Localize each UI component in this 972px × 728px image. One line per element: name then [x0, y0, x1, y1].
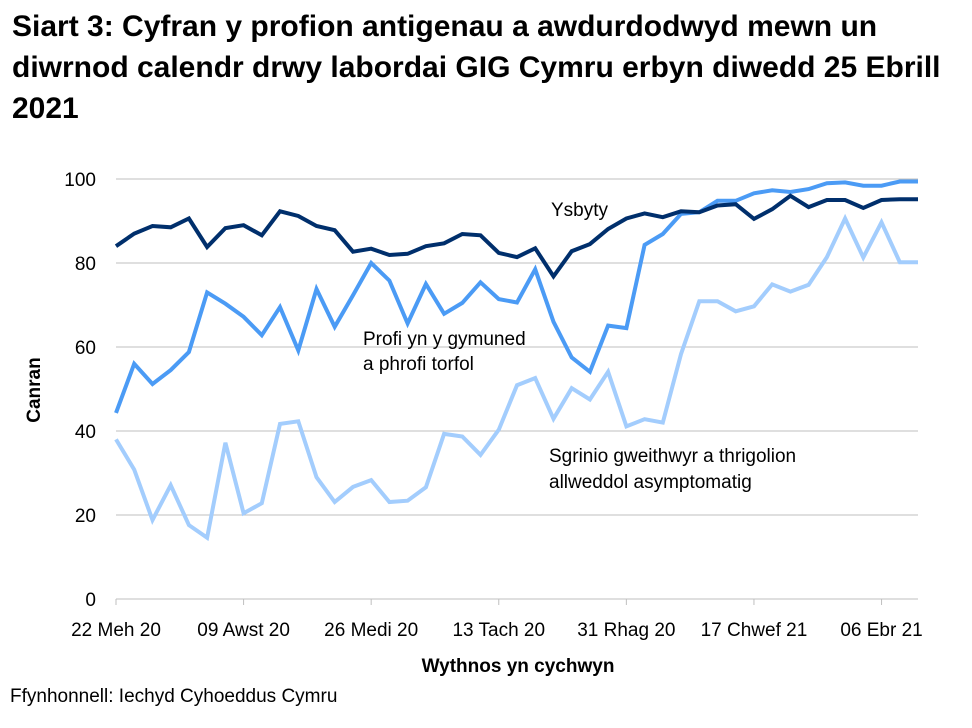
chart-title: Siart 3: Cyfran y profion antigenau a aw… [12, 10, 941, 125]
y-tick-label: 100 [64, 170, 96, 191]
x-tick-label: 09 Awst 20 [197, 620, 290, 641]
y-tick-label: 80 [75, 254, 96, 275]
label-ysbyty: Ysbyty [551, 200, 609, 221]
y-tick-label: 20 [75, 506, 96, 527]
x-axis: 22 Meh 20 09 Awst 20 26 Medi 20 13 Tach 20 3… [71, 599, 923, 641]
x-tick-label: 26 Medi 20 [324, 620, 418, 641]
x-tick-label: 06 Ebr 21 [840, 620, 922, 641]
x-tick-label: 17 Chwef 21 [701, 620, 808, 641]
gridlines [116, 178, 918, 600]
x-axis-title: Wythnos yn cychwyn [422, 656, 615, 677]
label-cymuned-line1: Profi yn y gymuned [363, 329, 526, 350]
label-cymuned-line2: a phrofi torfol [363, 354, 474, 375]
y-tick-label: 60 [75, 338, 96, 359]
y-tick-label: 40 [75, 422, 96, 443]
y-axis-title: Canran [24, 357, 45, 422]
series-ysbyty [114, 193, 918, 280]
y-tick-label: 0 [85, 590, 96, 611]
x-tick-label: 22 Meh 20 [71, 620, 161, 641]
label-sgrinio-line1: Sgrinio gweithwyr a thrigolion [549, 446, 796, 467]
x-tick-label: 31 Rhag 20 [577, 620, 675, 641]
series-sgrinio [114, 213, 918, 542]
label-sgrinio-line2: allweddol asymptomatig [549, 472, 752, 493]
series-lines [114, 179, 918, 542]
source-note: Ffynhonnell: Iechyd Cyhoeddus Cymru [10, 686, 338, 707]
series-cymuned [114, 179, 918, 414]
y-axis-ticks: 0 20 40 60 80 100 [64, 170, 96, 611]
x-tick-label: 13 Tach 20 [452, 620, 545, 641]
